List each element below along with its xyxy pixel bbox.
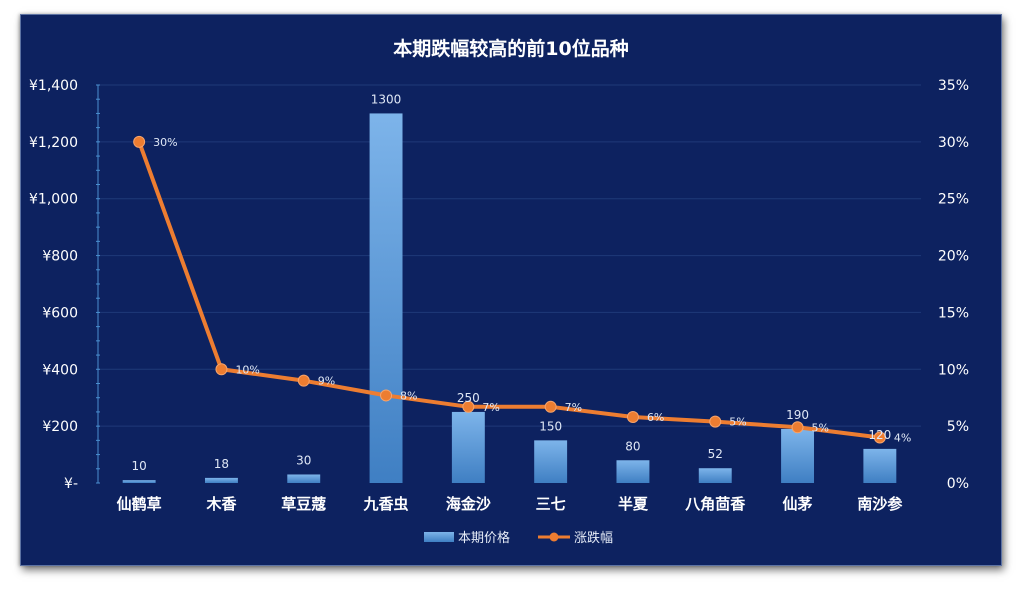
x-category-label: 草豆蔻	[281, 495, 326, 513]
bar	[781, 428, 815, 483]
x-category-label: 三七	[536, 495, 566, 513]
bar	[204, 477, 238, 483]
x-category-label: 九香虫	[363, 495, 409, 513]
y-left-tick-label: ¥400	[42, 362, 78, 378]
line-data-label: 10%	[235, 363, 259, 376]
bar	[616, 460, 650, 483]
line-point	[215, 363, 228, 376]
line-data-label: 5%	[812, 421, 829, 434]
x-category-label: 海金沙	[446, 495, 491, 513]
line-point	[873, 431, 886, 444]
bar-data-label: 120	[868, 428, 891, 442]
chart-frame: 本期跌幅较高的前10位品种 ¥- ¥200 ¥400 ¥600 ¥800 ¥1,000 ¥1…	[20, 14, 1002, 566]
line-data-label: 6%	[647, 411, 664, 424]
y-right-tick-label: 30%	[938, 135, 969, 151]
line-data-label: 7%	[482, 401, 499, 414]
x-category-label: 半夏	[618, 495, 649, 513]
bar-data-label: 150	[539, 419, 562, 433]
legend-swatch-marker	[549, 532, 559, 542]
line-data-label: 30%	[153, 136, 177, 149]
line-data-label: 5%	[729, 416, 746, 429]
y-left-tick-label: ¥800	[42, 249, 78, 265]
line-data-label: 8%	[400, 389, 417, 402]
y-left-tick-label: ¥1,200	[29, 135, 78, 151]
bar	[534, 440, 568, 483]
y-right-tick-label: 20%	[938, 249, 969, 265]
y-right-tick-label: 25%	[938, 192, 969, 208]
legend: 本期价格 涨跌幅	[424, 530, 613, 546]
y-right-tick-label: 35%	[938, 78, 969, 94]
bar-data-label: 52	[708, 447, 723, 461]
legend-label-line: 涨跌幅	[574, 530, 613, 546]
y-left-tick-label: ¥1,400	[29, 78, 78, 94]
legend-label-bar: 本期价格	[458, 530, 510, 546]
bar	[451, 411, 485, 483]
y-left-tick-label: ¥-	[64, 476, 78, 492]
bar-data-label: 10	[132, 459, 147, 473]
line-point	[791, 421, 804, 434]
data-labels: 10 18 30 1300 250 150 80 52 190 120 30% 10% 9% 8% 7% 7%…	[132, 92, 912, 473]
line-data-label: 7%	[565, 401, 582, 414]
combo-chart: 本期跌幅较高的前10位品种 ¥- ¥200 ¥400 ¥600 ¥800 ¥1,000 ¥1…	[29, 37, 969, 546]
line-data-label: 4%	[894, 432, 911, 445]
bar	[369, 113, 403, 483]
line-path	[137, 139, 882, 440]
line-point	[380, 389, 393, 402]
bar-data-label: 30	[296, 453, 311, 467]
line-data-label: 9%	[318, 375, 335, 388]
bar	[698, 468, 732, 483]
y-right-tick-label: 10%	[938, 362, 969, 378]
bar	[863, 448, 897, 483]
line-point	[297, 374, 310, 387]
x-category-label: 仙茅	[783, 495, 813, 513]
bar	[122, 480, 156, 483]
y-right-tick-label: 0%	[947, 476, 969, 492]
line-point	[133, 135, 146, 148]
y-right-tick-label: 15%	[938, 305, 969, 321]
bar	[287, 474, 321, 483]
bar-data-label: 80	[625, 439, 640, 453]
y-left-tick-label: ¥600	[42, 305, 78, 321]
line-point	[626, 411, 639, 424]
bar-data-label: 18	[214, 457, 229, 471]
line-point	[462, 400, 475, 413]
x-category-label: 仙鹤草	[117, 495, 162, 513]
x-category-label: 南沙参	[857, 495, 903, 513]
x-category-label: 木香	[205, 495, 236, 513]
legend-swatch-bar	[424, 532, 454, 542]
line-point	[544, 400, 557, 413]
x-category-label: 八角茴香	[684, 495, 745, 513]
y-right-tick-label: 5%	[947, 419, 969, 435]
line-series	[133, 135, 886, 444]
bar-data-label: 1300	[371, 92, 402, 106]
chart-title: 本期跌幅较高的前10位品种	[393, 37, 628, 60]
bar-series	[122, 113, 897, 483]
y-left-tick-label: ¥200	[42, 419, 78, 435]
bar-data-label: 250	[457, 391, 480, 405]
y-left-tick-label: ¥1,000	[29, 192, 78, 208]
bar-data-label: 190	[786, 408, 809, 422]
line-point	[709, 415, 722, 428]
